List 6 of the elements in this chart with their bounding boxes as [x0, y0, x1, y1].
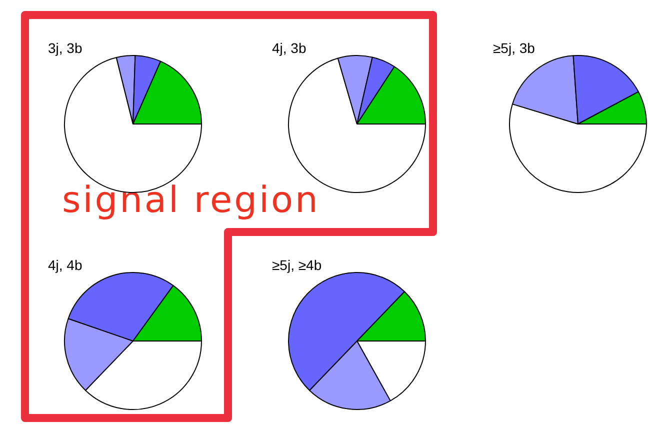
- chart-title: 4j, 3b: [272, 40, 306, 56]
- chart-title: 3j, 3b: [48, 40, 82, 56]
- chart-title: ≥5j, 3b: [493, 40, 535, 56]
- chart-title: ≥5j, ≥4b: [272, 257, 322, 273]
- text: signal region: [62, 180, 320, 221]
- chart-title: 4j, 4b: [48, 257, 82, 273]
